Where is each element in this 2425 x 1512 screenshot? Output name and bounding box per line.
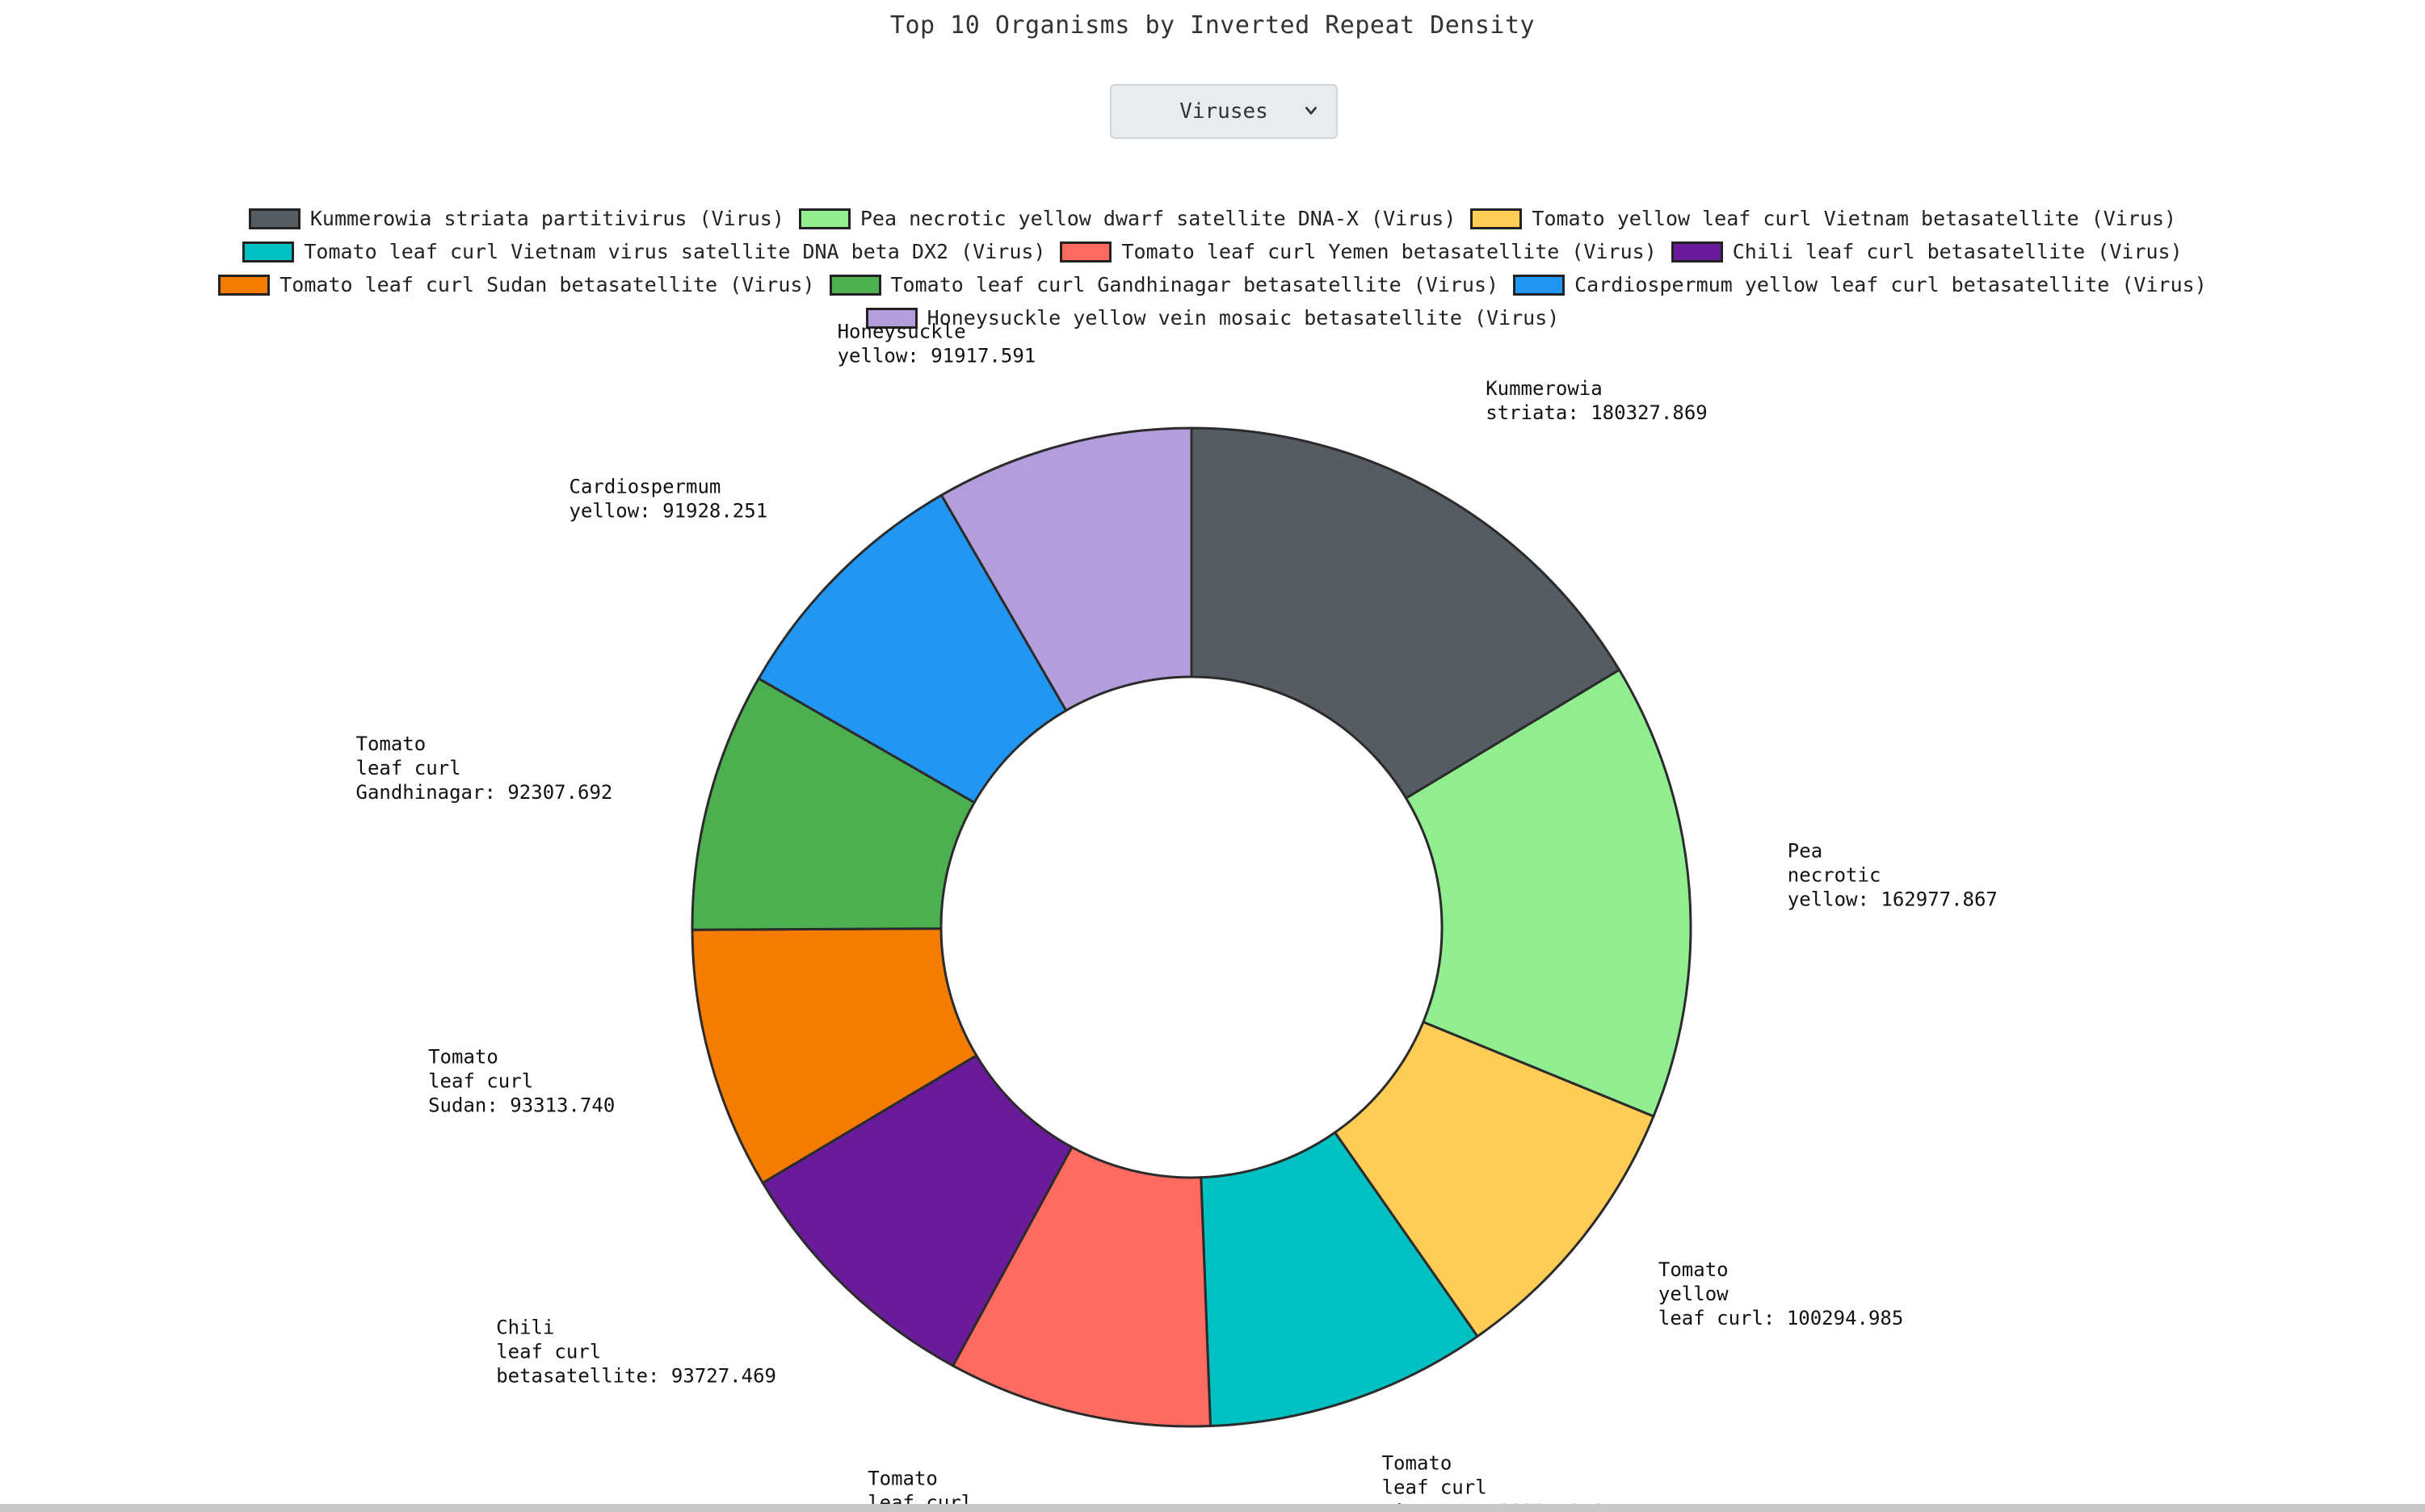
slice-label-line: Honeysuckle <box>838 320 966 342</box>
legend-swatch <box>798 208 851 229</box>
legend-label: Kummerowia striata partitivirus (Virus) <box>309 207 784 230</box>
slice-label-line: leaf curl <box>428 1070 533 1093</box>
slice-label: Chili leaf curl betasatellite: 93727.469 <box>496 1317 776 1388</box>
slice-label-line: Tomato <box>356 733 427 755</box>
slice-label-line: Pea <box>1788 839 1822 862</box>
legend-swatch <box>1060 241 1112 262</box>
donut-slice[interactable] <box>1404 668 1692 1119</box>
organism-type-selected-value: Viruses <box>1179 99 1268 124</box>
legend-swatch <box>1513 274 1566 296</box>
legend-label: Tomato leaf curl Vietnam virus satellite… <box>304 240 1046 263</box>
slice-label: Tomato yellow leaf curl: 100294.985 <box>1658 1258 1903 1329</box>
legend-label: Cardiospermum yellow leaf curl betasatel… <box>1574 273 2207 296</box>
slice-label-line: leaf curl: 100294.985 <box>1658 1307 1903 1329</box>
slice-label-line: Kummerowia <box>1486 377 1603 400</box>
legend-swatch <box>865 307 918 329</box>
slice-label: Kummerowia striata: 180327.869 <box>1486 377 1708 424</box>
slice-label: Honeysuckle yellow: 91917.591 <box>838 320 1036 367</box>
slice-label: Pea necrotic yellow: 162977.867 <box>1788 839 1998 910</box>
legend-row: Tomato leaf curl Sudan betasatellite (Vi… <box>0 268 2425 301</box>
donut-slice[interactable] <box>1190 426 1621 800</box>
slice-label-line: yellow <box>1658 1283 1729 1305</box>
legend-swatch <box>1671 241 1723 262</box>
slice-label-line: Sudan: 93313.740 <box>428 1094 615 1117</box>
legend-item[interactable]: Tomato leaf curl Gandhinagar betasatelli… <box>829 273 1499 296</box>
legend-item[interactable]: Tomato leaf curl Yemen betasatellite (Vi… <box>1060 240 1657 263</box>
slice-label: Tomato leaf curl Gandhinagar: 92307.692 <box>356 733 613 804</box>
donut-slice[interactable] <box>1333 1020 1655 1338</box>
donut-slice[interactable] <box>1200 1131 1480 1428</box>
slice-label-line: Cardiospermum <box>569 476 721 498</box>
legend-label: Tomato leaf curl Yemen betasatellite (Vi… <box>1121 240 1657 263</box>
slice-label-line: Chili <box>496 1317 554 1339</box>
legend-item[interactable]: Pea necrotic yellow dwarf satellite DNA-… <box>798 207 1456 230</box>
legend-label: Honeysuckle yellow vein mosaic betasatel… <box>927 306 1560 330</box>
legend-item[interactable]: Tomato leaf curl Sudan betasatellite (Vi… <box>218 273 815 296</box>
legend-swatch <box>218 274 271 296</box>
slice-label-line: leaf curl <box>1382 1476 1487 1499</box>
donut-slice[interactable] <box>939 426 1193 712</box>
slice-label-line: Gandhinagar: 92307.692 <box>356 781 613 804</box>
legend-item[interactable]: Honeysuckle yellow vein mosaic betasatel… <box>865 306 1560 330</box>
slice-label-line: Tomato <box>1382 1452 1452 1475</box>
legend-item[interactable]: Cardiospermum yellow leaf curl betasatel… <box>1513 273 2207 296</box>
slice-label-line: Tomato <box>868 1468 938 1490</box>
legend-item[interactable]: Kummerowia striata partitivirus (Virus) <box>248 207 784 230</box>
horizontal-scrollbar[interactable] <box>0 1504 2425 1512</box>
chevron-down-icon <box>1305 107 1317 115</box>
legend-swatch <box>248 208 300 229</box>
legend-item[interactable]: Tomato yellow leaf curl Vietnam betasate… <box>1470 207 2176 230</box>
legend-row: Tomato leaf curl Vietnam virus satellite… <box>0 235 2425 268</box>
slice-label-line: yellow: 91917.591 <box>838 344 1036 367</box>
slice-label: Cardiospermum yellow: 91928.251 <box>569 476 768 523</box>
legend-swatch <box>1470 208 1523 229</box>
legend-item[interactable]: Chili leaf curl betasatellite (Virus) <box>1671 240 2183 263</box>
legend-label: Tomato yellow leaf curl Vietnam betasate… <box>1532 207 2177 230</box>
slice-label-line: striata: 180327.869 <box>1486 401 1708 424</box>
legend-label: Chili leaf curl betasatellite (Virus) <box>1732 240 2183 263</box>
legend-label: Tomato leaf curl Gandhinagar betasatelli… <box>890 273 1499 296</box>
organism-type-select[interactable]: Viruses <box>1110 84 1338 139</box>
slice-label-line: Tomato <box>1658 1258 1729 1281</box>
slice-label-line: leaf curl <box>356 757 461 779</box>
organism-type-select-box[interactable]: Viruses <box>1110 84 1338 139</box>
legend-item[interactable]: Tomato leaf curl Vietnam virus satellite… <box>242 240 1045 263</box>
chart-legend: Kummerowia striata partitivirus (Virus) … <box>0 202 2425 334</box>
legend-row: Kummerowia striata partitivirus (Virus) … <box>0 202 2425 235</box>
slice-label-line: necrotic <box>1788 863 1881 886</box>
legend-label: Pea necrotic yellow dwarf satellite DNA-… <box>859 207 1456 230</box>
slice-label-line: leaf curl <box>496 1341 601 1363</box>
slice-label-line: yellow: 91928.251 <box>569 500 768 523</box>
chart-title: Top 10 Organisms by Inverted Repeat Dens… <box>889 11 1536 40</box>
slice-label-line: betasatellite: 93727.469 <box>496 1365 776 1388</box>
legend-row: Honeysuckle yellow vein mosaic betasatel… <box>0 301 2425 334</box>
legend-swatch <box>829 274 881 296</box>
legend-swatch <box>242 241 295 262</box>
slice-label-line: yellow: 162977.867 <box>1788 888 1998 910</box>
slice-label: Tomato leaf curl Sudan: 93313.740 <box>428 1046 615 1117</box>
slice-label-line: Tomato <box>428 1046 498 1069</box>
legend-label: Tomato leaf curl Sudan betasatellite (Vi… <box>279 273 815 296</box>
